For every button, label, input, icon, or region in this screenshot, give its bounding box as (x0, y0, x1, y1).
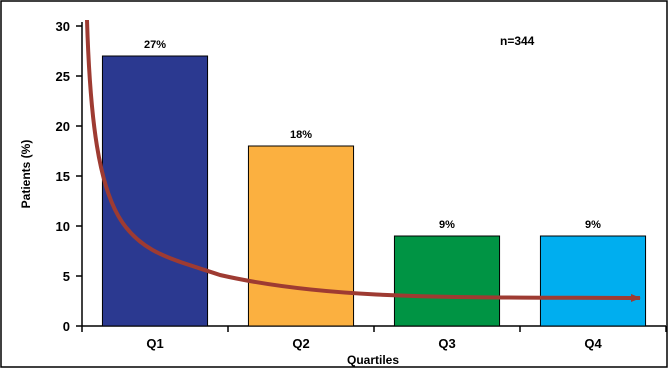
bar-value-label: 27% (144, 39, 166, 51)
bar-value-label: 9% (439, 219, 455, 231)
bar-q2 (247, 145, 355, 327)
bar-q4 (539, 235, 647, 327)
y-tick-label: 0 (63, 319, 70, 334)
bar-value-label: 18% (290, 129, 312, 141)
y-tick-label: 5 (63, 269, 70, 284)
x-axis-title: Quartiles (347, 353, 399, 367)
x-tick-label: Q3 (438, 336, 455, 351)
bar-value-label: 9% (585, 219, 601, 231)
trend-arrow (85, 19, 641, 302)
x-tick-label: Q1 (146, 336, 163, 351)
bar-value-labels: 27% 18% 9% 9% (144, 39, 601, 231)
bar-q3 (393, 235, 501, 327)
y-axis-ticks: 0 5 10 15 20 25 30 (56, 19, 82, 334)
y-tick-label: 25 (56, 69, 70, 84)
y-axis-title: Patients (%) (19, 140, 33, 209)
bars (101, 55, 647, 327)
bar-q1 (101, 55, 209, 327)
x-tick-label: Q4 (584, 336, 602, 351)
annotation-n: n=344 (500, 34, 535, 48)
x-axis-ticks (81, 326, 667, 332)
y-tick-label: 15 (56, 169, 70, 184)
y-tick-label: 30 (56, 19, 70, 34)
x-tick-labels: Q1 Q2 Q3 Q4 (146, 336, 602, 351)
x-tick-label: Q2 (292, 336, 309, 351)
y-tick-label: 20 (56, 119, 70, 134)
y-tick-label: 10 (56, 219, 70, 234)
